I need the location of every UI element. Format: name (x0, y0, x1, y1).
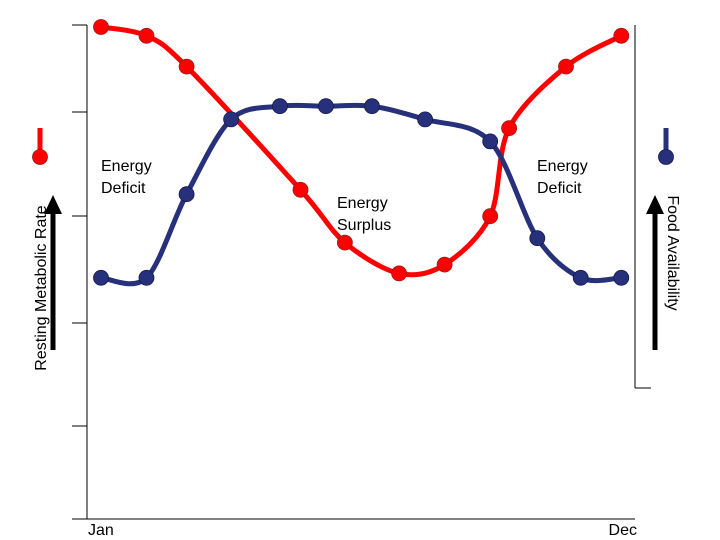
data-point-resting-metabolic-rate (501, 120, 518, 137)
up-arrow-right-icon (646, 195, 664, 214)
annotations: Energy Deficit Energy Surplus Energy Def… (101, 158, 592, 234)
annotation-line: Surplus (337, 217, 391, 234)
data-point-resting-metabolic-rate (613, 27, 630, 44)
metabolic-rate-legend-marker (32, 149, 48, 165)
data-point-resting-metabolic-rate (138, 27, 155, 44)
data-point-resting-metabolic-rate (482, 208, 499, 225)
left-axis-legend: Resting Metabolic Rate (32, 128, 62, 371)
up-arrow-left-icon (44, 195, 62, 214)
x-tick-label-start: Jan (88, 522, 114, 539)
annotation-line: Deficit (537, 180, 582, 197)
data-point-resting-metabolic-rate (178, 58, 195, 75)
data-point-food-availability (317, 98, 334, 115)
data-point-food-availability (417, 111, 434, 128)
annotation-line: Energy (337, 195, 388, 212)
data-point-food-availability (223, 111, 240, 128)
right-axis-legend: Food Availability (646, 128, 681, 350)
data-point-resting-metabolic-rate (336, 234, 353, 251)
data-point-food-availability (529, 230, 546, 247)
data-point-resting-metabolic-rate (292, 181, 309, 198)
annotation-deficit-left: Energy Deficit (101, 158, 156, 197)
annotation-surplus: Energy Surplus (337, 195, 392, 234)
series-resting-metabolic-rate (93, 19, 630, 282)
annotation-deficit-right: Energy Deficit (537, 158, 592, 197)
series-layer (93, 19, 630, 287)
annotation-line: Energy (101, 158, 152, 175)
left-axis-title: Resting Metabolic Rate (33, 205, 50, 371)
right-axis-title: Food Availability (664, 195, 681, 310)
data-point-food-availability (364, 98, 380, 115)
x-tick-label-end: Dec (609, 522, 637, 539)
data-point-resting-metabolic-rate (391, 265, 408, 282)
data-point-food-availability (482, 133, 499, 150)
data-point-food-availability (572, 269, 589, 286)
data-point-resting-metabolic-rate (558, 58, 574, 75)
annotation-line: Energy (537, 158, 588, 175)
data-point-food-availability (138, 269, 155, 286)
food-availability-legend-marker (658, 149, 674, 165)
data-point-food-availability (271, 98, 288, 115)
series-food-availability (93, 98, 630, 287)
data-point-food-availability (178, 186, 195, 203)
data-point-food-availability (93, 269, 109, 286)
annotation-line: Deficit (101, 180, 146, 197)
data-point-resting-metabolic-rate (93, 19, 109, 35)
left-axis-ticks (72, 24, 87, 520)
data-point-food-availability (613, 269, 630, 286)
data-point-resting-metabolic-rate (436, 256, 453, 273)
